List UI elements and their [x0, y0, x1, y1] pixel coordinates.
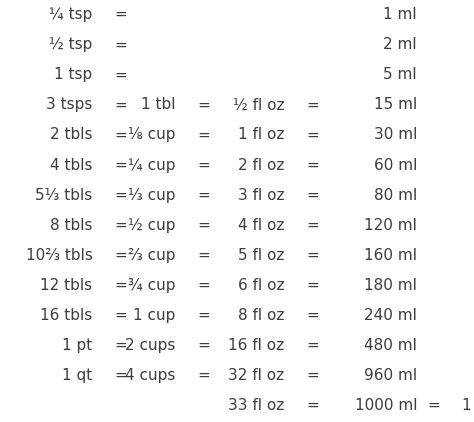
- Text: =: =: [307, 187, 319, 203]
- Text: 2 ml: 2 ml: [383, 37, 417, 52]
- Text: 5 fl oz: 5 fl oz: [238, 248, 284, 262]
- Text: 32 fl oz: 32 fl oz: [228, 368, 284, 383]
- Text: 5 ml: 5 ml: [383, 68, 417, 82]
- Text: 1 qt: 1 qt: [62, 368, 92, 383]
- Text: 1 l: 1 l: [462, 398, 474, 413]
- Text: =: =: [115, 278, 127, 293]
- Text: =: =: [307, 308, 319, 323]
- Text: ¼ cup: ¼ cup: [128, 157, 175, 173]
- Text: =: =: [307, 278, 319, 293]
- Text: 1 fl oz: 1 fl oz: [238, 127, 284, 143]
- Text: =: =: [115, 218, 127, 233]
- Text: =: =: [115, 37, 127, 52]
- Text: 16 fl oz: 16 fl oz: [228, 338, 284, 353]
- Text: =: =: [115, 248, 127, 262]
- Text: =: =: [307, 368, 319, 383]
- Text: =: =: [115, 127, 127, 143]
- Text: 180 ml: 180 ml: [364, 278, 417, 293]
- Text: 60 ml: 60 ml: [374, 157, 417, 173]
- Text: 8 fl oz: 8 fl oz: [238, 308, 284, 323]
- Text: 12 tbls: 12 tbls: [40, 278, 92, 293]
- Text: 5⅓ tbls: 5⅓ tbls: [35, 187, 92, 203]
- Text: =: =: [115, 308, 127, 323]
- Text: ¾ cup: ¾ cup: [128, 278, 175, 293]
- Text: =: =: [307, 338, 319, 353]
- Text: 4 tbls: 4 tbls: [50, 157, 92, 173]
- Text: ⅔ cup: ⅔ cup: [128, 248, 175, 262]
- Text: =: =: [307, 127, 319, 143]
- Text: =: =: [307, 97, 319, 112]
- Text: =: =: [307, 218, 319, 233]
- Text: 15 ml: 15 ml: [374, 97, 417, 112]
- Text: ½ tsp: ½ tsp: [49, 37, 92, 52]
- Text: 3 fl oz: 3 fl oz: [238, 187, 284, 203]
- Text: 1 tsp: 1 tsp: [54, 68, 92, 82]
- Text: 1 cup: 1 cup: [133, 308, 175, 323]
- Text: ¼ tsp: ¼ tsp: [49, 7, 92, 22]
- Text: 960 ml: 960 ml: [364, 368, 417, 383]
- Text: ⅛ cup: ⅛ cup: [128, 127, 175, 143]
- Text: 160 ml: 160 ml: [364, 248, 417, 262]
- Text: =: =: [307, 398, 319, 413]
- Text: =: =: [115, 157, 127, 173]
- Text: 6 fl oz: 6 fl oz: [238, 278, 284, 293]
- Text: ½ fl oz: ½ fl oz: [233, 97, 284, 112]
- Text: =: =: [198, 308, 210, 323]
- Text: 2 tbls: 2 tbls: [50, 127, 92, 143]
- Text: =: =: [307, 157, 319, 173]
- Text: 2 cups: 2 cups: [125, 338, 175, 353]
- Text: 16 tbls: 16 tbls: [40, 308, 92, 323]
- Text: =: =: [115, 68, 127, 82]
- Text: =: =: [198, 97, 210, 112]
- Text: 1 tbl: 1 tbl: [141, 97, 175, 112]
- Text: ⅓ cup: ⅓ cup: [128, 187, 175, 203]
- Text: 30 ml: 30 ml: [374, 127, 417, 143]
- Text: 1000 ml: 1000 ml: [355, 398, 417, 413]
- Text: 80 ml: 80 ml: [374, 187, 417, 203]
- Text: =: =: [198, 248, 210, 262]
- Text: =: =: [198, 338, 210, 353]
- Text: =: =: [198, 368, 210, 383]
- Text: 8 tbls: 8 tbls: [50, 218, 92, 233]
- Text: =: =: [198, 127, 210, 143]
- Text: 3 tsps: 3 tsps: [46, 97, 92, 112]
- Text: 120 ml: 120 ml: [364, 218, 417, 233]
- Text: =: =: [307, 248, 319, 262]
- Text: 2 fl oz: 2 fl oz: [238, 157, 284, 173]
- Text: =: =: [115, 187, 127, 203]
- Text: 10⅔ tbls: 10⅔ tbls: [26, 248, 92, 262]
- Text: 4 cups: 4 cups: [125, 368, 175, 383]
- Text: =: =: [115, 7, 127, 22]
- Text: 480 ml: 480 ml: [364, 338, 417, 353]
- Text: 4 fl oz: 4 fl oz: [238, 218, 284, 233]
- Text: =: =: [115, 97, 127, 112]
- Text: =: =: [428, 398, 440, 413]
- Text: ½ cup: ½ cup: [128, 218, 175, 233]
- Text: =: =: [198, 218, 210, 233]
- Text: 1 pt: 1 pt: [62, 338, 92, 353]
- Text: =: =: [198, 187, 210, 203]
- Text: 240 ml: 240 ml: [364, 308, 417, 323]
- Text: =: =: [115, 338, 127, 353]
- Text: 33 fl oz: 33 fl oz: [228, 398, 284, 413]
- Text: 1 ml: 1 ml: [383, 7, 417, 22]
- Text: =: =: [115, 368, 127, 383]
- Text: =: =: [198, 278, 210, 293]
- Text: =: =: [198, 157, 210, 173]
